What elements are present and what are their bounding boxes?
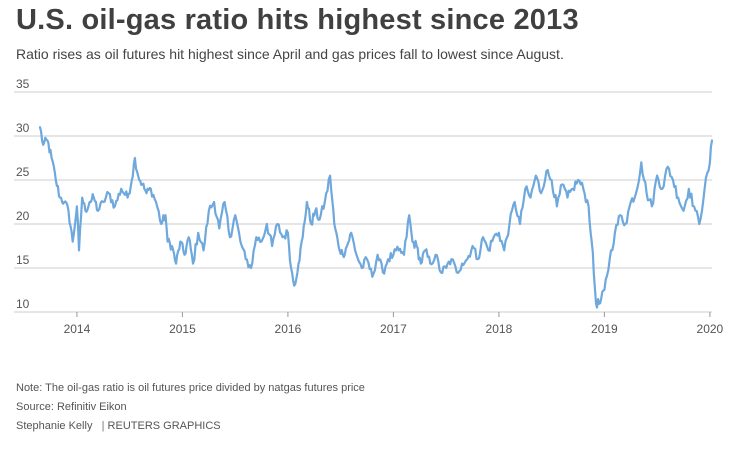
page-title: U.S. oil-gas ratio hits highest since 20… — [16, 4, 579, 36]
footnote: Note: The oil-gas ratio is oil futures p… — [16, 382, 365, 394]
x-tick-label-2020: 2020 — [697, 322, 724, 336]
grid-lines — [14, 91, 712, 313]
x-tick-label-2017: 2017 — [380, 322, 407, 336]
x-tick-label-2015: 2015 — [169, 322, 196, 336]
y-tick-label-25: 25 — [16, 165, 30, 179]
series-layer — [38, 126, 714, 309]
line-chart: 10 15 20 25 30 35 2014 2015 2016 2017 2018 2019 202… — [14, 78, 724, 336]
series-line-oil-gas-ratio — [38, 126, 714, 309]
author: Stephanie Kelly — [16, 420, 93, 432]
x-tick-label-2018: 2018 — [486, 322, 513, 336]
chart-subtitle: Ratio rises as oil futures hit highest s… — [16, 46, 564, 62]
y-axis-ticks: 10 15 20 25 30 35 — [16, 78, 30, 311]
y-tick-label-10: 10 — [16, 297, 30, 311]
x-tick-label-2014: 2014 — [64, 322, 91, 336]
footer: Note: The oil-gas ratio is oil futures p… — [16, 379, 365, 436]
credit: REUTERS GRAPHICS — [107, 420, 221, 432]
x-axis-ticks: 2014 2015 2016 2017 2018 2019 2020 — [64, 312, 724, 336]
credit-separator: | — [101, 420, 105, 432]
x-tick-label-2016: 2016 — [275, 322, 302, 336]
x-tick-label-2019: 2019 — [591, 322, 618, 336]
credit-line: Stephanie Kelly | REUTERS GRAPHICS — [16, 417, 365, 436]
source-line: Source: Refinitiv Eikon — [16, 401, 127, 413]
y-tick-label-15: 15 — [16, 253, 30, 267]
y-tick-label-35: 35 — [16, 78, 30, 91]
y-tick-label-30: 30 — [16, 121, 30, 135]
y-tick-label-20: 20 — [16, 209, 30, 223]
